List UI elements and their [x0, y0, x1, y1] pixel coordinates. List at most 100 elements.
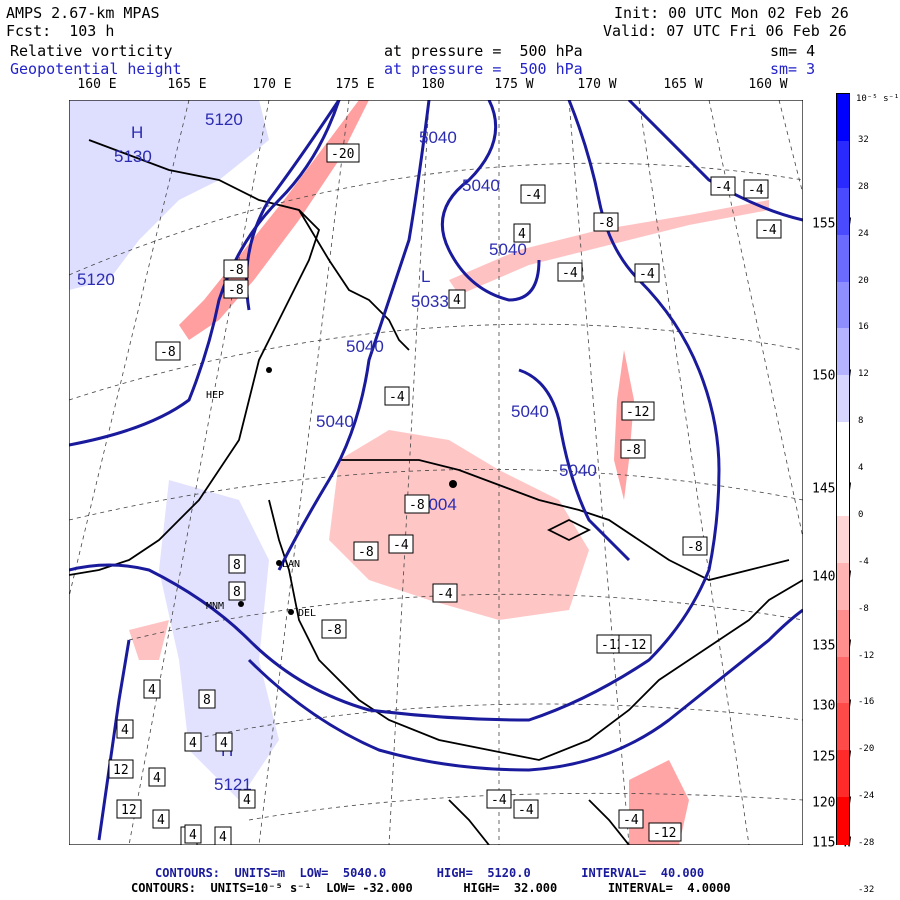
colorbar-tick: 4 — [858, 463, 864, 473]
colorbar-tick: -16 — [858, 697, 875, 708]
colorbar-tick: 0 — [858, 509, 864, 520]
colorbar-tick: 20 — [858, 275, 869, 286]
station-label: LAN — [282, 559, 300, 570]
vorticity-labels: -20 -8 -8 -8 -4 -4 -4 -8 -12 -8 -8 -8 -8 -12 -4 -4 -4 -8 -… — [108, 143, 782, 845]
vorticity-label: -12 — [653, 826, 676, 841]
colorbar-segment — [837, 234, 849, 282]
station-label: DEL — [298, 608, 316, 619]
height-label: 5033 — [411, 292, 449, 311]
station-dot — [238, 601, 244, 607]
negative-vorticity-band — [614, 350, 634, 500]
footer-vorticity-contours: CONTOURS: UNITS=10⁻⁵ s⁻¹ LOW= -32.000 HI… — [131, 881, 731, 895]
vorticity-label: 4 — [220, 736, 228, 751]
lon-label: 170 W — [577, 77, 617, 92]
colorbar-segment — [837, 140, 849, 189]
station-dot — [449, 480, 457, 488]
lon-label: 160 E — [77, 77, 117, 92]
vorticity-label-box — [520, 184, 546, 204]
coastline — [69, 139, 803, 845]
colorbar-tick: -20 — [858, 744, 875, 755]
vorticity-label: 4 — [243, 793, 251, 808]
colorbar-segment — [837, 375, 849, 423]
vorticity-label: -8 — [228, 283, 244, 298]
colorbar-segment — [837, 328, 849, 376]
vorticity-label: -4 — [761, 223, 777, 238]
vorticity-label: -4 — [491, 793, 507, 808]
vorticity-label: -4 — [623, 813, 639, 828]
vorticity-label-box — [743, 179, 769, 199]
vorticity-label-box — [486, 789, 512, 809]
lon-label: 160 W — [748, 77, 788, 92]
vorticity-label: 4 — [189, 736, 197, 751]
colorbar-tick: -28 — [858, 838, 875, 848]
vorticity-label: -8 — [160, 345, 176, 360]
vorticity-label: 12 — [121, 803, 137, 818]
low-marker: L — [421, 267, 430, 286]
vorticity-label-box — [321, 619, 347, 639]
vorticity-label-box — [238, 789, 256, 809]
vorticity-label: -4 — [389, 390, 405, 405]
negative-vorticity-region — [329, 430, 589, 620]
vorticity-label-box — [384, 386, 410, 406]
vorticity-label: 4 — [453, 293, 461, 308]
station-dot — [276, 560, 282, 566]
vorticity-label: -4 — [518, 803, 534, 818]
vorticity-label-box — [184, 732, 202, 752]
vorticity-label-box — [710, 176, 736, 196]
station-label: HEP — [206, 390, 224, 401]
vorticity-label: -12 — [626, 405, 649, 420]
height-label: 5040 — [489, 240, 527, 259]
vorticity-label: 8 — [203, 693, 211, 708]
vorticity-label-box — [108, 759, 134, 779]
vorticity-label: 4 — [219, 830, 227, 845]
vorticity-label-box — [756, 219, 782, 239]
height-label: 5120 — [205, 110, 243, 129]
colorbar-segment — [837, 656, 849, 704]
colorbar-tick: 28 — [858, 181, 869, 192]
vorticity-label-box — [228, 554, 246, 574]
colorbar-segment — [837, 281, 849, 329]
colorbar-tick: -24 — [858, 791, 875, 802]
positive-vorticity-region — [69, 100, 269, 290]
vorticity-label-box — [184, 824, 202, 844]
vorticity-label-box — [223, 279, 249, 299]
vorticity-label-box — [593, 212, 619, 232]
vorticity-label-box — [148, 767, 166, 787]
vorticity-label-box — [513, 799, 539, 819]
model-title: AMPS 2.67-km MPAS — [6, 4, 160, 22]
negative-vorticity-region — [129, 620, 169, 660]
valid-time: Valid: 07 UTC Fri 06 Feb 26 — [603, 22, 847, 40]
height-label: 5040 — [511, 402, 549, 421]
colorbar-unit: 10⁻⁵ s⁻¹ — [856, 94, 900, 104]
vorticity-label-box — [682, 536, 708, 556]
colorbar-segment — [837, 469, 849, 517]
vorticity-label-box — [155, 341, 181, 361]
lon-label: 175 W — [494, 77, 534, 92]
vorticity-label-box — [215, 732, 233, 752]
vorticity-label: -4 — [437, 587, 453, 602]
colorbar-segment — [837, 609, 849, 657]
vorticity-label-box — [143, 679, 161, 699]
vorticity-label: -8 — [687, 540, 703, 555]
colorbar-tick: -32 — [858, 884, 875, 895]
vorticity-label-box — [513, 223, 531, 243]
vorticity-label: 4 — [189, 828, 197, 843]
station-dot — [266, 367, 272, 373]
field2-name: Geopotential height — [10, 60, 182, 78]
lon-label: 180 — [421, 77, 445, 92]
vorticity-label: -12 — [623, 638, 646, 653]
vorticity-label-box — [116, 799, 142, 819]
vorticity-label-box — [388, 534, 414, 554]
colorbar-segment — [837, 94, 849, 142]
footer-height-contours: CONTOURS: UNITS=m LOW= 5040.0 HIGH= 5120… — [155, 866, 705, 880]
init-time: Init: 00 UTC Mon 02 Feb 26 — [614, 4, 849, 22]
colorbar-tick: -12 — [858, 650, 875, 661]
vorticity-label-box — [404, 494, 430, 514]
colorbar-segment — [837, 703, 849, 751]
colorbar-segment — [837, 797, 849, 845]
vorticity-label-box — [620, 439, 646, 459]
field2-level: at pressure = 500 hPa — [384, 60, 583, 78]
lon-label: 175 E — [335, 77, 375, 92]
vorticity-label: -8 — [625, 443, 641, 458]
vorticity-label-box — [353, 541, 379, 561]
